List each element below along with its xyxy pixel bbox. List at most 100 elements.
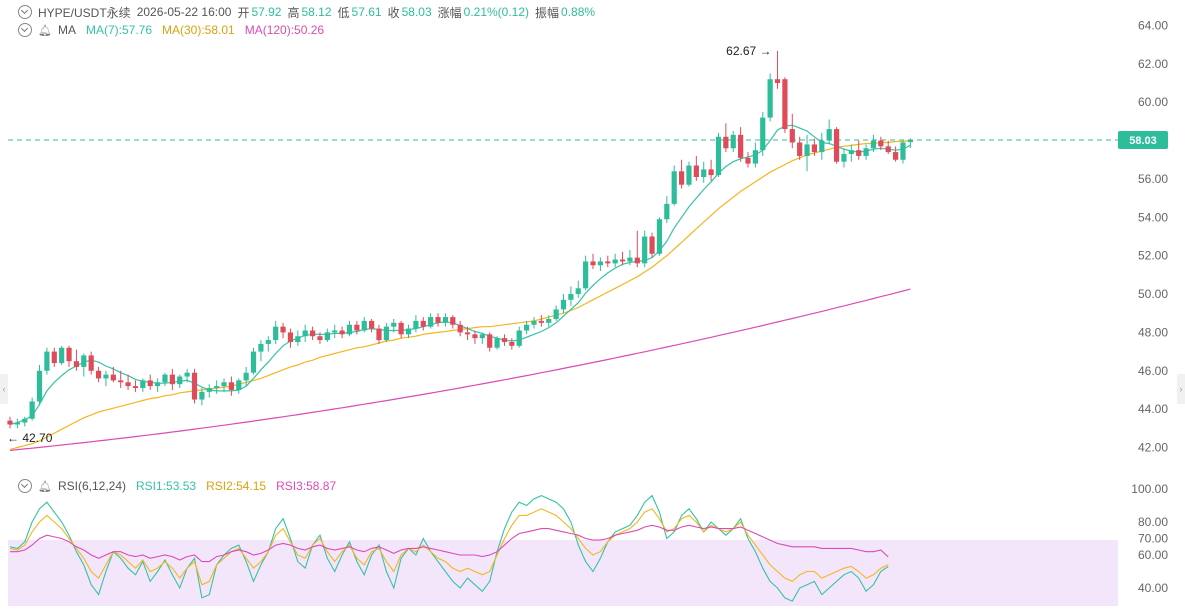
- candle-body: [228, 382, 234, 390]
- candle-body: [619, 259, 626, 262]
- candle-body: [265, 340, 271, 344]
- candle-body: [797, 142, 803, 156]
- candle-body: [553, 309, 559, 319]
- candle-body: [597, 261, 603, 266]
- candle-body: [745, 157, 751, 164]
- candle-body: [162, 374, 168, 383]
- collapse-chevron-icon[interactable]: [18, 23, 32, 37]
- collapse-chevron-icon[interactable]: [18, 479, 32, 493]
- candles: [7, 51, 913, 429]
- candle-body: [361, 320, 367, 331]
- price-tick-label: 50.00: [1138, 287, 1168, 301]
- candle-body: [878, 140, 884, 147]
- candle-body: [678, 171, 685, 185]
- candle-body: [140, 380, 146, 389]
- rsi-tick-label: 70.00: [1138, 532, 1168, 546]
- rsi-line-rsi2: [9, 508, 889, 586]
- close-label: 收: [387, 5, 400, 20]
- candle-body: [44, 351, 50, 371]
- rsi-title: RSI(6,12,24): [57, 479, 127, 493]
- rsi3-value: RSI3:58.87: [276, 479, 337, 493]
- amp-value: 0.88%: [561, 5, 596, 19]
- candle-body: [22, 418, 28, 423]
- ohlc-header: HYPE/USDT永续 2026-05-22 16:00 开 57.92 高 5…: [0, 3, 601, 21]
- candle-body: [110, 374, 116, 381]
- rsi-tick-label: 100.00: [1131, 482, 1168, 496]
- rsi-line-rsi3: [10, 524, 889, 563]
- candle-body: [177, 376, 183, 385]
- candle-body: [73, 361, 80, 367]
- price-tick-label: 64.00: [1138, 19, 1168, 33]
- candle-body: [405, 328, 412, 335]
- candle-body: [885, 146, 891, 153]
- candle-body: [863, 148, 869, 156]
- candle-body: [295, 336, 301, 342]
- candle-body: [66, 347, 72, 362]
- candle-body: [317, 336, 323, 341]
- candle-body: [88, 355, 94, 371]
- candle-body: [428, 317, 434, 327]
- candle-body: [730, 134, 736, 149]
- rsi-axis: 100.00 80.00 70.00 60.00 40.00: [1131, 482, 1168, 595]
- collapse-chevron-icon[interactable]: [18, 5, 32, 19]
- candle-body: [774, 79, 781, 84]
- candle-body: [900, 142, 906, 160]
- candle-body: [479, 334, 485, 339]
- candle-body: [51, 351, 57, 364]
- candle-body: [376, 328, 382, 341]
- candle-body: [14, 422, 20, 425]
- scroll-left-handle[interactable]: ‹: [0, 374, 8, 404]
- candle-body: [302, 330, 308, 337]
- rsi-legend: 🔔︎ RSI(6,12,24) RSI1:53.53 RSI2:54.15 RS…: [0, 477, 342, 495]
- datetime: 2026-05-22 16:00: [136, 5, 232, 19]
- candle-body: [236, 380, 242, 390]
- candle-body: [420, 320, 426, 327]
- candle-body: [81, 355, 87, 367]
- candle-body: [29, 401, 35, 419]
- candle-body: [752, 150, 758, 164]
- candle-body: [339, 330, 345, 335]
- ma120-value: MA(120):50.26: [244, 23, 325, 37]
- bell-icon[interactable]: 🔔︎: [38, 480, 52, 493]
- candle-body: [760, 117, 766, 151]
- candle-body: [789, 129, 795, 143]
- candle-body: [560, 299, 567, 310]
- scroll-right-handle[interactable]: ›: [1177, 374, 1185, 404]
- amp-label: 振幅: [535, 5, 560, 20]
- extreme-annotations: 62.67 → ← 42.70: [7, 44, 772, 445]
- candle-body: [435, 317, 441, 323]
- candle-body: [59, 347, 65, 364]
- high-label: 高: [287, 5, 300, 20]
- candle-body: [155, 382, 161, 387]
- candle-body: [118, 380, 124, 383]
- candle-body: [782, 79, 788, 130]
- candle-body: [516, 330, 522, 346]
- bell-icon[interactable]: 🔔︎: [38, 24, 52, 37]
- price-tick-label: 54.00: [1138, 210, 1168, 224]
- ma7-value: MA(7):57.76: [85, 23, 152, 37]
- candle-body: [36, 370, 43, 402]
- candle-body: [833, 129, 840, 162]
- candle-body: [848, 150, 854, 155]
- candle-body: [214, 386, 220, 389]
- candle-body: [804, 144, 810, 156]
- candle-body: [125, 382, 131, 387]
- candle-body: [206, 388, 212, 392]
- candle-body: [250, 351, 257, 373]
- candle-body: [686, 165, 692, 185]
- candle-body: [811, 144, 818, 153]
- candle-body: [243, 372, 249, 381]
- low-price-annotation: ← 42.70: [7, 431, 53, 445]
- candle-body: [184, 372, 190, 377]
- price-tick-label: 46.00: [1138, 364, 1168, 378]
- candle-body: [346, 324, 353, 335]
- price-tick-label: 60.00: [1138, 95, 1168, 109]
- high-value: 58.12: [301, 5, 332, 19]
- candle-body: [169, 374, 175, 385]
- candle-body: [826, 129, 832, 141]
- ma30-value: MA(30):58.01: [162, 23, 235, 37]
- candle-body: [693, 165, 699, 178]
- candle-body: [413, 320, 419, 329]
- rsi1-value: RSI1:53.53: [136, 479, 197, 493]
